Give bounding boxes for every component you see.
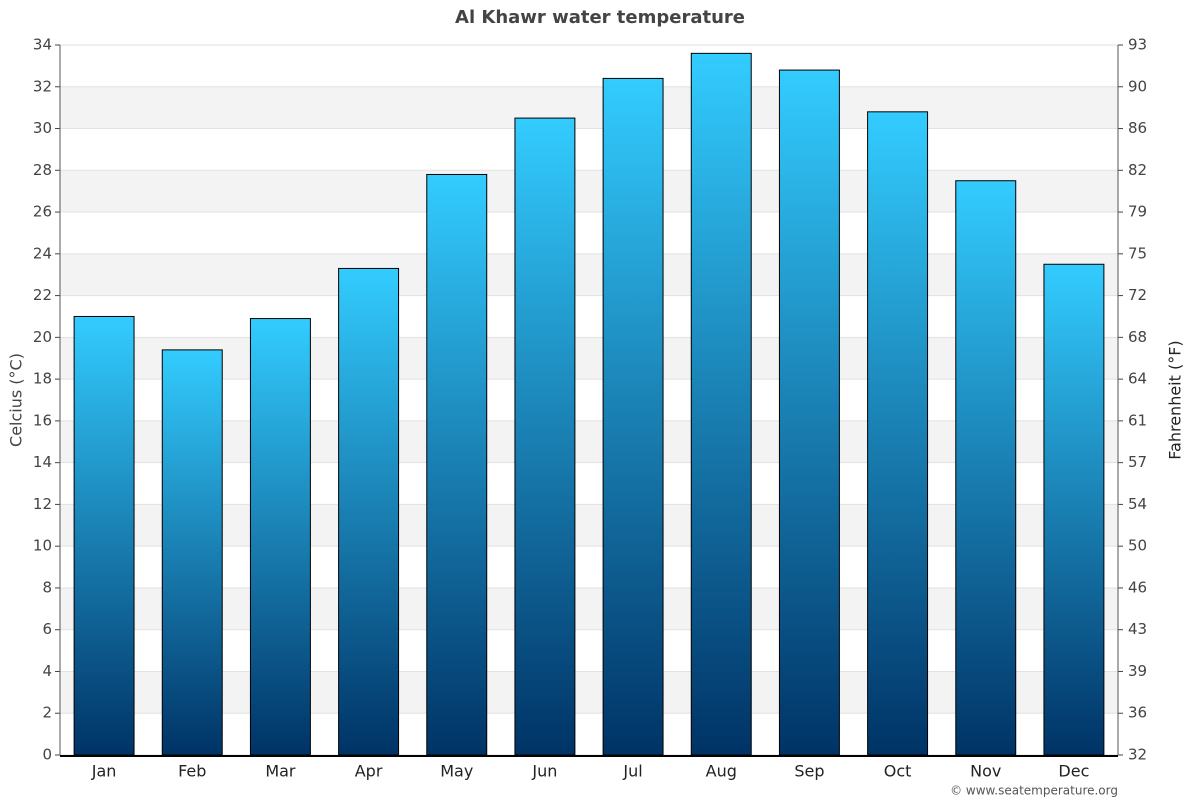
y-tick-label: 12: [33, 495, 52, 513]
y-tick-label: 16: [33, 411, 52, 429]
y-tick-label: 26: [33, 203, 52, 221]
y-tick-label: 22: [33, 286, 52, 304]
x-tick-label: Nov: [970, 762, 1001, 781]
y2-tick-label: 90: [1128, 77, 1147, 95]
chart-title: Al Khawr water temperature: [455, 7, 745, 28]
y-tick-label: 20: [33, 328, 52, 346]
grid-band: [60, 504, 1118, 547]
y2-tick-label: 57: [1128, 453, 1147, 471]
x-tick-label: Jun: [531, 762, 557, 781]
x-tick-label: Jan: [91, 762, 117, 781]
bar: [426, 173, 488, 756]
y-tick-label: 6: [42, 620, 52, 638]
grid-band: [60, 671, 1118, 714]
y2-axis-label: Fahrenheit (°F): [1166, 340, 1185, 459]
y2-tick-label: 82: [1128, 161, 1147, 179]
y-tick-label: 28: [33, 161, 52, 179]
bar: [249, 318, 311, 756]
y-tick-label: 18: [33, 370, 52, 388]
y2-tick-label: 61: [1128, 411, 1147, 429]
grid-band: [60, 587, 1118, 630]
y2-tick-label: 36: [1128, 704, 1147, 722]
x-tick-label: Sep: [794, 762, 824, 781]
bar: [338, 267, 400, 756]
y2-tick-label: 43: [1128, 620, 1147, 638]
x-tick-label: Apr: [355, 762, 383, 781]
y-tick-label: 0: [42, 746, 52, 764]
x-tick-label: Feb: [178, 762, 206, 781]
grid-band: [60, 337, 1118, 380]
y2-tick-label: 32: [1128, 746, 1147, 764]
x-tick-label: Dec: [1058, 762, 1089, 781]
y-axis-label: Celcius (°C): [7, 353, 26, 447]
bar: [690, 52, 752, 756]
y2-tick-label: 72: [1128, 286, 1147, 304]
y2-tick-label: 54: [1128, 495, 1147, 513]
bar: [1043, 263, 1105, 756]
grid-band: [60, 86, 1118, 129]
y2-tick-label: 75: [1128, 244, 1147, 262]
bar: [73, 315, 135, 756]
y-tick-label: 30: [33, 119, 52, 137]
bar: [867, 111, 929, 756]
bar: [602, 77, 664, 756]
grid-band: [60, 253, 1118, 296]
y2-tick-label: 79: [1128, 203, 1147, 221]
x-tick-label: Oct: [884, 762, 912, 781]
credit: © www.seatemperature.org: [950, 784, 1118, 798]
bar: [955, 180, 1017, 756]
y2-tick-label: 93: [1128, 36, 1147, 54]
y2-tick-label: 39: [1128, 662, 1147, 680]
y2-tick-label: 46: [1128, 578, 1147, 596]
y-tick-label: 32: [33, 77, 52, 95]
y-tick-label: 10: [33, 537, 52, 555]
x-tick-label: May: [440, 762, 473, 781]
x-tick-label: Aug: [706, 762, 737, 781]
y2-tick-label: 50: [1128, 537, 1147, 555]
grid-band: [60, 420, 1118, 463]
grid-band: [60, 170, 1118, 213]
y2-tick-label: 64: [1128, 370, 1147, 388]
y2-tick-label: 68: [1128, 328, 1147, 346]
y-tick-label: 4: [42, 662, 52, 680]
x-tick-label: Jul: [622, 762, 642, 781]
y-tick-label: 24: [33, 244, 52, 262]
bar: [514, 117, 576, 756]
x-tick-label: Mar: [265, 762, 296, 781]
y-tick-label: 14: [33, 453, 52, 471]
bar: [161, 349, 223, 756]
bar: [778, 69, 840, 756]
y-tick-label: 2: [42, 704, 52, 722]
y-tick-label: 8: [42, 578, 52, 596]
y-tick-label: 34: [33, 36, 52, 54]
y2-tick-label: 86: [1128, 119, 1147, 137]
